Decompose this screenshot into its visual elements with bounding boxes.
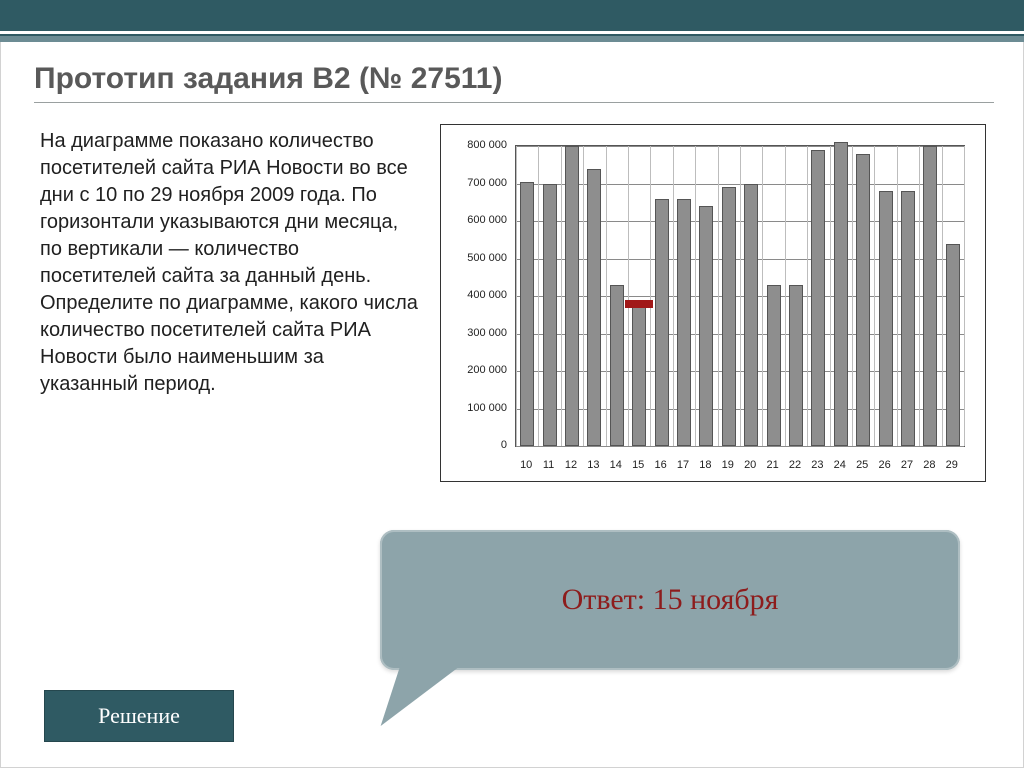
gridline-v: [852, 146, 853, 446]
x-tick-label: 20: [744, 459, 756, 471]
gridline-v: [695, 146, 696, 446]
bar: [811, 150, 825, 446]
bar-chart: 0 100 000 200 000 300 000 400 000 500 000 600 …: [440, 124, 986, 482]
bar: [856, 154, 870, 447]
x-tick-label: 22: [789, 459, 801, 471]
chart-plot-area: [515, 145, 965, 447]
gridline-v: [650, 146, 651, 446]
gridline-v: [762, 146, 763, 446]
bar: [655, 199, 669, 447]
bar: [632, 300, 646, 446]
gridline-v: [606, 146, 607, 446]
solution-button[interactable]: Решение: [44, 690, 234, 742]
bar: [722, 187, 736, 446]
bar: [901, 191, 915, 446]
y-tick-label: 800 000: [467, 139, 507, 151]
gridline-v: [538, 146, 539, 446]
bar: [543, 184, 557, 447]
answer-text: Ответ: 15 ноября: [562, 583, 779, 617]
answer-callout: Ответ: 15 ноября: [380, 530, 960, 670]
x-tick-label: 28: [923, 459, 935, 471]
gridline-v: [964, 146, 965, 446]
bar: [565, 146, 579, 446]
x-axis-labels: 10 11 12 13 14 15 16 17 18 19 20 21 22 23 24 25 26 27 28 29: [515, 453, 965, 475]
bar: [587, 169, 601, 447]
y-tick-label: 0: [501, 439, 507, 451]
gridline-v: [807, 146, 808, 446]
gridline-v: [830, 146, 831, 446]
slide-title: Прототип задания B2 (№ 27511): [34, 62, 502, 96]
bar: [520, 182, 534, 446]
x-tick-label: 21: [766, 459, 778, 471]
x-tick-label: 14: [610, 459, 622, 471]
y-tick-label: 200 000: [467, 364, 507, 376]
top-accent-band: [0, 0, 1024, 42]
bar: [744, 184, 758, 447]
bar: [834, 142, 848, 446]
x-tick-label: 16: [654, 459, 666, 471]
gridline-v: [740, 146, 741, 446]
bar: [699, 206, 713, 446]
y-axis-labels: 0100 000200 000300 000400 000500 000600 …: [441, 145, 513, 447]
bar: [767, 285, 781, 446]
gridline-v: [874, 146, 875, 446]
y-tick-label: 100 000: [467, 402, 507, 414]
gridline-v: [628, 146, 629, 446]
title-underline: [34, 102, 994, 103]
y-tick-label: 500 000: [467, 252, 507, 264]
gridline-v: [897, 146, 898, 446]
x-tick-label: 19: [722, 459, 734, 471]
x-tick-label: 24: [834, 459, 846, 471]
bar: [789, 285, 803, 446]
x-tick-label: 23: [811, 459, 823, 471]
x-tick-label: 15: [632, 459, 644, 471]
gridline-v: [718, 146, 719, 446]
gridline-v: [561, 146, 562, 446]
gridline-v: [673, 146, 674, 446]
gridline-v: [785, 146, 786, 446]
task-paragraph: На диаграмме показано количество посетит…: [40, 128, 420, 398]
x-tick-label: 12: [565, 459, 577, 471]
y-tick-label: 400 000: [467, 289, 507, 301]
y-tick-label: 700 000: [467, 177, 507, 189]
highlight-mark: [625, 300, 653, 308]
gridline-v: [583, 146, 584, 446]
gridline-v: [516, 146, 517, 446]
y-tick-label: 300 000: [467, 327, 507, 339]
bar: [610, 285, 624, 446]
x-tick-label: 29: [946, 459, 958, 471]
bar: [946, 244, 960, 447]
x-tick-label: 27: [901, 459, 913, 471]
x-tick-label: 11: [543, 459, 554, 471]
y-tick-label: 600 000: [467, 214, 507, 226]
bar: [879, 191, 893, 446]
bar: [677, 199, 691, 447]
gridline-h: [516, 446, 964, 447]
solution-button-label: Решение: [98, 703, 180, 729]
gridline-v: [919, 146, 920, 446]
x-tick-label: 10: [520, 459, 532, 471]
x-tick-label: 18: [699, 459, 711, 471]
x-tick-label: 25: [856, 459, 868, 471]
gridline-v: [942, 146, 943, 446]
x-tick-label: 13: [587, 459, 599, 471]
bar: [923, 146, 937, 446]
x-tick-label: 26: [878, 459, 890, 471]
x-tick-label: 17: [677, 459, 689, 471]
